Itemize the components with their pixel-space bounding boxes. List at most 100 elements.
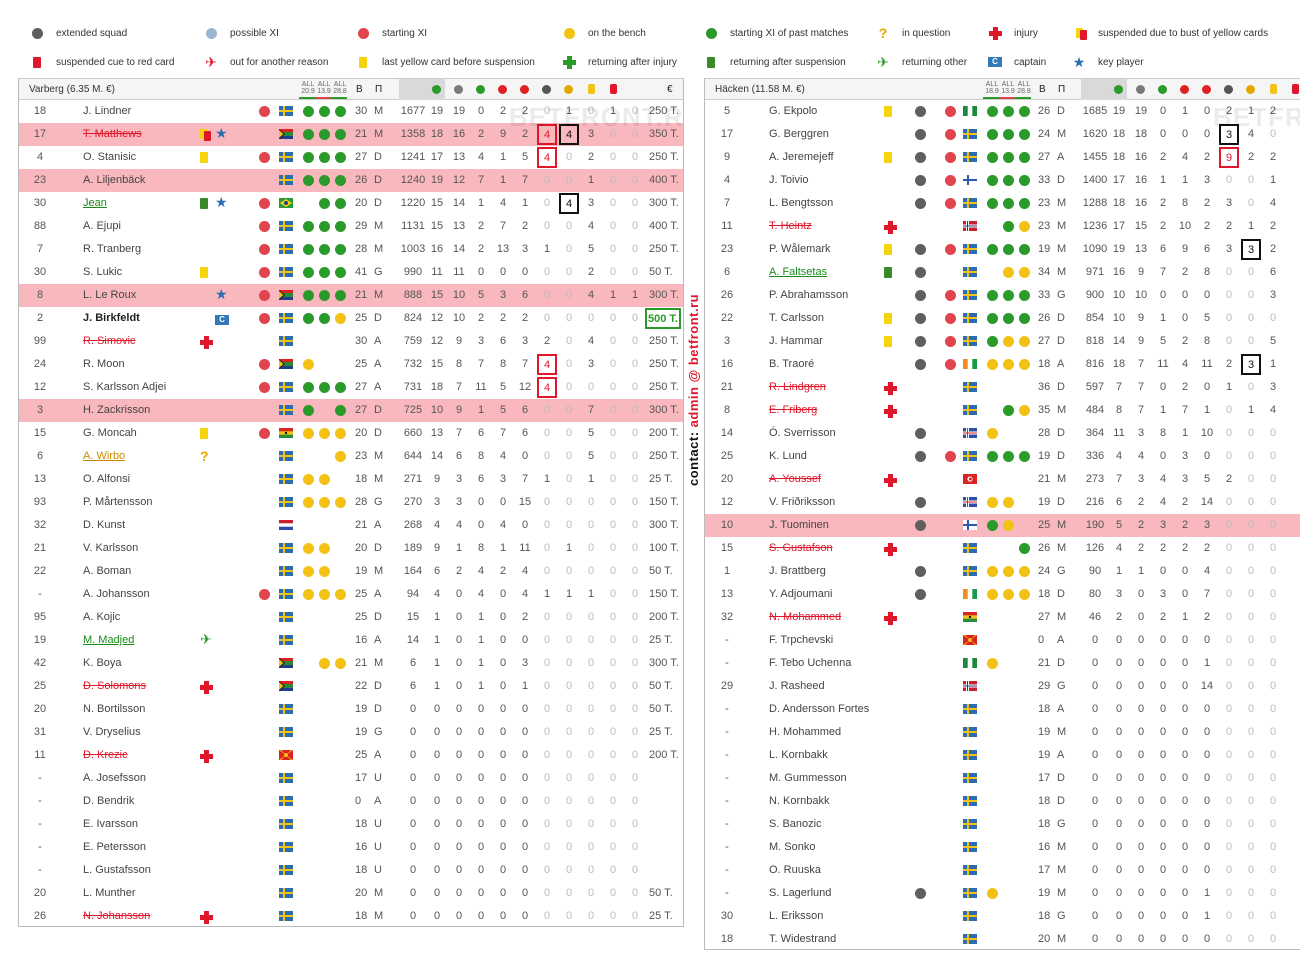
player-row[interactable]: - D. Bendrik 0 A 0 0 0 0 0 0 0 0 0 0 0 [19,790,683,813]
player-row[interactable]: 11 T. Heintz 23 M 1236 17 15 2 10 2 2 1 2 [705,215,1300,238]
player-row[interactable]: 16 B. Traoré 18 A 816 18 7 11 4 11 2 3 1 [705,353,1300,376]
player-name[interactable]: O. Alfonsi [83,473,131,485]
player-name[interactable]: N. Kornbakk [769,795,830,807]
player-name[interactable]: J. Lindner [83,105,132,117]
player-name[interactable]: A. Youssef [769,473,821,485]
player-row[interactable]: 15 S. Gustafson 26 M 126 4 2 2 2 2 0 0 0 [705,537,1300,560]
player-row[interactable]: 32 N. Mohammed 27 M 46 2 0 2 1 2 0 0 0 [705,606,1300,629]
player-row[interactable]: 42 K. Boya 21 M 6 1 0 1 0 3 0 0 0 0 0 300 T. [19,652,683,675]
player-name[interactable]: T. Heintz [769,220,812,232]
player-row[interactable]: - O. Ruuska 17 M 0 0 0 0 0 0 0 0 0 [705,859,1300,882]
player-name[interactable]: L. Munther [83,887,136,899]
player-row[interactable]: 20 N. Bortilsson 19 D 0 0 0 0 0 0 0 0 0 0 0 50 T. [19,698,683,721]
player-name[interactable]: V. Karlsson [83,542,139,554]
player-row[interactable]: 30 S. Lukic 41 G 990 11 11 0 0 0 0 0 2 0 0 50 T. [19,261,683,284]
player-row[interactable]: 99 R. Simovic 30 A 759 12 9 3 6 3 2 0 4 0 0 250 T. [19,330,683,353]
player-name[interactable]: R. Lindgren [769,381,826,393]
player-name[interactable]: A. Wirbo [83,450,126,462]
player-name[interactable]: E. Petersson [83,841,146,853]
player-row[interactable]: 3 H. Zackrisson 27 D 725 10 9 1 5 6 0 0 7 0 0 300 T. [19,399,683,422]
player-row[interactable]: 13 Y. Adjoumani 18 D 80 3 0 3 0 7 0 0 0 [705,583,1300,606]
player-name[interactable]: K. Boya [83,657,122,669]
player-row[interactable]: 19 M. Madjed ✈ 16 A 14 1 0 1 0 0 0 0 0 0 0 25 T. [19,629,683,652]
player-name[interactable]: A. Johansson [83,588,150,600]
player-row[interactable]: 20 A. Youssef 21 M 273 7 3 4 3 5 2 0 0 [705,468,1300,491]
player-row[interactable]: - M. Sonko 16 M 0 0 0 0 0 0 0 0 0 [705,836,1300,859]
player-name[interactable]: D. Solomons [83,680,146,692]
player-name[interactable]: M. Sonko [769,841,816,853]
player-name[interactable]: M. Madjed [83,634,135,646]
player-row[interactable]: - S. Lagerlund 19 M 0 0 0 0 0 1 0 0 0 [705,882,1300,905]
player-name[interactable]: A. Jeremejeff [769,151,834,163]
player-name[interactable]: P. Abrahamsson [769,289,849,301]
player-row[interactable]: 17 T. Matthews ★ 21 M 1358 18 16 2 9 2 4 4 3 0 0 350 T. [19,123,683,146]
player-row[interactable]: - A. Josefsson 17 U 0 0 0 0 0 0 0 0 0 0 0 [19,767,683,790]
player-row[interactable]: 21 V. Karlsson 20 D 189 9 1 8 1 11 0 1 0 0 0 100 T. [19,537,683,560]
player-row[interactable]: - D. Andersson Fortes 18 A 0 0 0 0 0 0 0 0 0 [705,698,1300,721]
player-row[interactable]: - E. Petersson 16 U 0 0 0 0 0 0 0 0 0 0 0 [19,836,683,859]
player-name[interactable]: P. Mårtensson [83,496,153,508]
player-name[interactable]: D. Kunst [83,519,126,531]
player-name[interactable]: L. Kornbakk [769,749,828,761]
player-name[interactable]: F. Tebo Uchenna [769,657,852,669]
player-row[interactable]: 26 N. Johansson 18 M 0 0 0 0 0 0 0 0 0 0 0 25 T. [19,905,683,926]
player-name[interactable]: A. Liljenbäck [83,174,146,186]
player-name[interactable]: A. Boman [83,565,132,577]
player-name[interactable]: S. Karlsson Adjei [83,381,167,393]
player-name[interactable]: H. Mohammed [769,726,842,738]
player-row[interactable]: 12 V. Friðriksson 19 D 216 6 2 4 2 14 0 0 0 [705,491,1300,514]
player-row[interactable]: 15 G. Moncah 20 D 660 13 7 6 7 6 0 0 5 0 0 200 T. [19,422,683,445]
player-name[interactable]: J. Brattberg [769,565,826,577]
player-name[interactable]: S. Lukic [83,266,123,278]
player-row[interactable]: 12 S. Karlsson Adjei 27 A 731 18 7 11 5 12 4 0 0 0 0 25… [19,376,683,399]
player-name[interactable]: F. Trpchevski [769,634,834,646]
player-name[interactable]: L. Bengtsson [769,197,834,209]
player-row[interactable]: 25 D. Solomons 22 D 6 1 0 1 0 1 0 0 0 0 0 50 T. [19,675,683,698]
player-name[interactable]: J. Birkfeldt [83,312,140,324]
player-row[interactable]: 23 A. Liljenbäck 26 D 1240 19 12 7 1 7 0 0 1 0 0 400 T. [19,169,683,192]
player-row[interactable]: 22 T. Carlsson 26 D 854 10 9 1 0 5 0 0 0 [705,307,1300,330]
player-row[interactable]: 8 E. Friberg 35 M 484 8 7 1 7 1 0 1 4 [705,399,1300,422]
player-name[interactable]: T. Widestrand [769,933,837,945]
player-row[interactable]: - L. Kornbakk 19 A 0 0 0 0 0 0 0 0 0 [705,744,1300,767]
player-row[interactable]: 32 D. Kunst 21 A 268 4 4 0 4 0 0 0 0 0 0 300 T. [19,514,683,537]
player-row[interactable]: 5 G. Ekpolo 26 D 1685 19 19 0 1 0 2 1 2 [705,100,1300,123]
player-name[interactable]: O. Ruuska [769,864,821,876]
player-name[interactable]: S. Gustafson [769,542,833,554]
player-row[interactable]: 95 A. Kojic 25 D 15 1 0 1 0 2 0 0 0 0 0 200 T. [19,606,683,629]
player-row[interactable]: 3 J. Hammar 27 D 818 14 9 5 2 8 0 0 5 [705,330,1300,353]
player-name[interactable]: Jean [83,197,107,209]
player-name[interactable]: A. Faltsetas [769,266,828,278]
player-row[interactable]: 11 D. Krezic 25 A 0 0 0 0 0 0 0 0 0 0 0 200 T. [19,744,683,767]
player-row[interactable]: 29 J. Rasheed 29 G 0 0 0 0 0 14 0 0 0 [705,675,1300,698]
player-name[interactable]: J. Rasheed [769,680,825,692]
player-name[interactable]: E. Friberg [769,404,818,416]
player-name[interactable]: J. Hammar [769,335,823,347]
player-name[interactable]: Y. Adjoumani [769,588,833,600]
player-row[interactable]: - L. Gustafsson 18 U 0 0 0 0 0 0 0 0 0 0 0 [19,859,683,882]
player-row[interactable]: 30 L. Eriksson 18 G 0 0 0 0 0 1 0 0 0 [705,905,1300,928]
player-name[interactable]: G. Moncah [83,427,137,439]
player-name[interactable]: L. Eriksson [769,910,824,922]
player-row[interactable]: 17 G. Berggren 24 M 1620 18 18 0 0 0 3 4 0 [705,123,1300,146]
player-row[interactable]: 2 J. Birkfeldt C 25 D 824 12 10 2 2 2 0 0 0 0 0 500 T. [19,307,683,330]
player-row[interactable]: 18 J. Lindner 30 M 1677 19 19 0 2 2 0 1 0 1 0 250 T. [19,100,683,123]
player-name[interactable]: P. Wålemark [769,243,831,255]
player-row[interactable]: 18 T. Widestrand 20 M 0 0 0 0 0 0 0 0 0 [705,928,1300,949]
player-name[interactable]: D. Krezic [83,749,128,761]
player-name[interactable]: R. Simovic [83,335,136,347]
player-row[interactable]: 9 A. Jeremejeff 27 A 1455 18 16 2 4 2 9 2 2 [705,146,1300,169]
player-row[interactable]: - S. Banozic 18 G 0 0 0 0 0 0 0 0 0 [705,813,1300,836]
player-row[interactable]: 22 A. Boman 19 M 164 6 2 4 2 4 0 0 0 0 0 50 T. [19,560,683,583]
player-name[interactable]: Ó. Sverrisson [769,427,836,439]
player-row[interactable]: - F. Trpchevski 0 A 0 0 0 0 0 0 0 0 0 [705,629,1300,652]
player-name[interactable]: J. Tuominen [769,519,829,531]
player-name[interactable]: R. Moon [83,358,125,370]
player-name[interactable]: D. Andersson Fortes [769,703,870,715]
player-name[interactable]: A. Kojic [83,611,121,623]
player-name[interactable]: K. Lund [769,450,807,462]
player-row[interactable]: 14 Ó. Sverrisson 28 D 364 11 3 8 1 10 0 0 0 [705,422,1300,445]
player-name[interactable]: A. Josefsson [83,772,146,784]
player-name[interactable]: S. Lagerlund [769,887,832,899]
player-row[interactable]: - E. Ivarsson 18 U 0 0 0 0 0 0 0 0 0 0 0 [19,813,683,836]
